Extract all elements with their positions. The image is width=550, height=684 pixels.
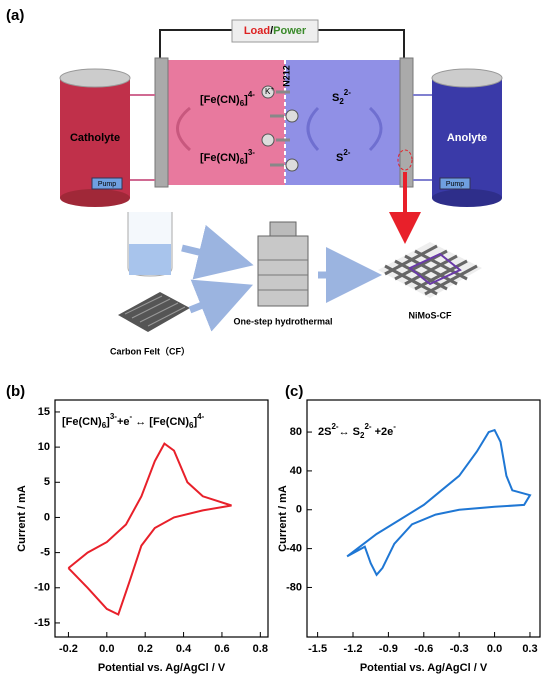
load-box — [231, 19, 319, 43]
product-label: NiMoS-CF — [409, 310, 452, 320]
arrow — [188, 279, 253, 332]
ion-label: K+ — [265, 87, 274, 97]
y-tick-label: -5 — [40, 547, 50, 559]
anolyte-chamber — [285, 60, 400, 185]
electrode — [399, 57, 414, 188]
highlight — [397, 149, 413, 171]
y-tick-label: 5 — [44, 476, 50, 488]
y-axis-label: Current / mA — [16, 485, 28, 552]
panel-label: (a) — [6, 7, 24, 24]
cycle-arrow — [176, 106, 192, 152]
panel-c: (c) 2S2-↔ S22- +2e- — [285, 383, 396, 440]
arrow — [181, 224, 254, 280]
tank-label: Anolyte — [447, 132, 487, 144]
tank-bottom — [432, 189, 502, 207]
x-axis-label: Potential vs. Ag/AgCl / V — [98, 662, 226, 674]
chart: -1.5 -1.2 -0.9 -0.6 -0.3 0.0 0.3 80 40 0 -40 -80 Pot… — [277, 399, 541, 674]
panel-b: (b) [Fe(CN)6]3-+e- ↔ [Fe(CN)6]4- — [6, 383, 205, 430]
mesh — [378, 242, 482, 298]
cv-curve — [67, 442, 232, 616]
x-axis-label: Potential vs. Ag/AgCl / V — [360, 662, 488, 674]
x-tick-label: -0.6 — [414, 643, 433, 655]
panel-label: (c) — [285, 383, 303, 400]
equation: 2S2-↔ S22- +2e- — [318, 422, 396, 440]
electrode — [154, 57, 169, 188]
pump-label: Pump — [446, 181, 464, 188]
x-tick-label: 0.3 — [522, 643, 537, 655]
y-tick-label: -80 — [286, 581, 302, 593]
cv-curve — [346, 428, 532, 577]
y-tick-label: -40 — [286, 543, 302, 555]
pump-label: Pump — [98, 181, 116, 188]
pipe — [413, 94, 432, 181]
y-tick-label: -10 — [34, 582, 50, 594]
autoclave — [257, 221, 309, 307]
y-tick-label: 0 — [296, 504, 302, 516]
catholyte-chamber — [168, 60, 285, 185]
cycle-arrow — [306, 106, 383, 152]
y-tick-label: 15 — [38, 406, 50, 418]
x-tick-label: 0.0 — [99, 643, 114, 655]
tank-top — [431, 68, 503, 88]
pipe — [130, 94, 155, 181]
x-tick-label: -0.9 — [379, 643, 398, 655]
y-tick-label: 80 — [290, 426, 302, 438]
x-tick-label: 0.8 — [253, 643, 268, 655]
pump — [91, 177, 123, 190]
y-tick-label: -15 — [34, 617, 50, 629]
y-tick-label: 10 — [38, 441, 50, 453]
ion: K+ — [261, 85, 299, 172]
x-tick-label: 0.6 — [214, 643, 229, 655]
load-label: Load/Power — [244, 25, 307, 37]
wire — [159, 29, 405, 62]
tank-bottom — [60, 189, 130, 207]
species: [Fe(CN)6]4- — [200, 90, 255, 108]
tank-top — [59, 68, 131, 88]
x-tick-label: -0.2 — [59, 643, 78, 655]
process-label: One-step hydrothermal — [233, 316, 332, 326]
carbon-felt — [118, 292, 190, 332]
pump — [439, 177, 471, 190]
species: [Fe(CN)6]3- — [200, 148, 255, 166]
x-tick-label: -1.2 — [344, 643, 363, 655]
x-tick-label: 0.2 — [138, 643, 153, 655]
species: S2- — [336, 148, 351, 164]
y-tick-label: 40 — [290, 465, 302, 477]
species: S22- — [332, 88, 351, 106]
felt-label: Carbon Felt（CF） — [110, 346, 190, 356]
plot-frame — [54, 399, 269, 638]
tank-label: Catholyte — [70, 132, 120, 144]
x-tick-label: 0.0 — [487, 643, 502, 655]
membrane-label: N212 — [281, 65, 291, 87]
x-tick-label: 0.4 — [176, 643, 192, 655]
equation: [Fe(CN)6]3-+e- ↔ [Fe(CN)6]4- — [62, 412, 205, 430]
chart: -0.2 0.0 0.2 0.4 0.6 0.8 15 10 5 0 -5 -10 -15 Potenti… — [16, 399, 269, 674]
x-tick-label: -0.3 — [450, 643, 469, 655]
solution — [129, 244, 171, 275]
panel-a: (a) Load/Power Catholyte Anolyte Pump Pu… — [6, 7, 503, 356]
x-tick-label: -1.5 — [308, 643, 327, 655]
panel-label: (b) — [6, 383, 25, 400]
y-axis-label: Current / mA — [277, 485, 289, 552]
y-tick-label: 0 — [44, 511, 50, 523]
